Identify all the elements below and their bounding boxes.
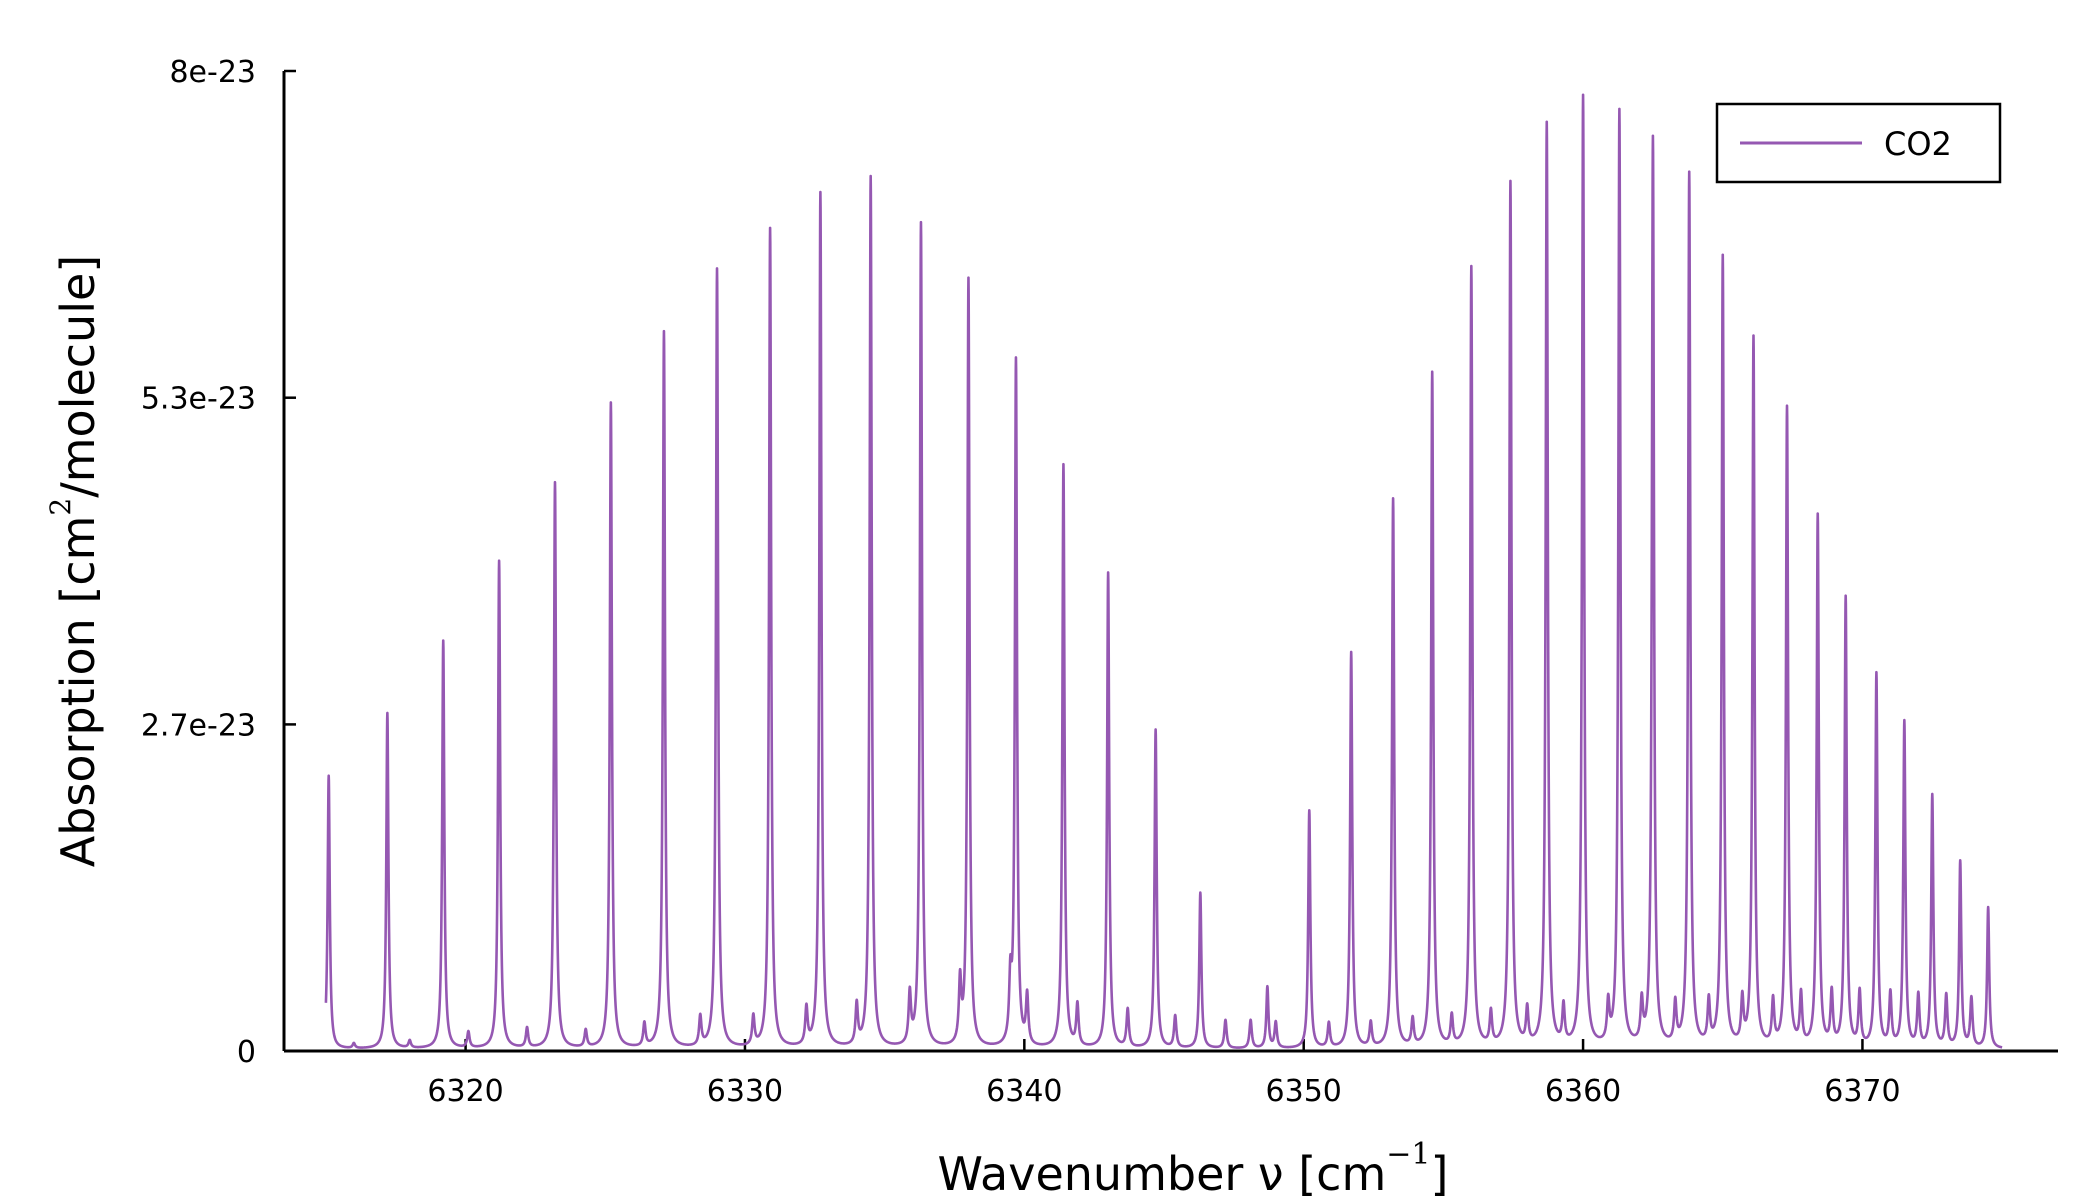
y-axis-title-superscript: 2 (44, 498, 77, 516)
x-tick-label: 6330 (707, 1074, 783, 1109)
y-axis-title: Absorption [cm2/molecule] (44, 255, 105, 868)
x-axis-title-suffix: ] (1431, 1147, 1449, 1200)
x-axis-title-superscript: −1 (1386, 1137, 1430, 1172)
x-tick-label: 6370 (1824, 1074, 1900, 1109)
y-axis-title-suffix: /molecule] (51, 255, 105, 498)
x-axis-title-main: Wavenumber ν [cm (938, 1147, 1387, 1200)
legend: CO2 (1715, 102, 2002, 184)
y-axis-ticks: 0 2.7e-23 5.3e-23 8e-23 (141, 55, 296, 1070)
y-tick-label: 5.3e-23 (141, 382, 256, 417)
x-tick-label: 6360 (1545, 1074, 1621, 1109)
y-axis-title-main: Absorption [cm (51, 516, 105, 868)
y-tick-label: 8e-23 (169, 55, 256, 90)
x-axis-title: Wavenumber ν [cm−1] (938, 1137, 1449, 1200)
y-tick-label: 2.7e-23 (141, 708, 256, 743)
y-tick-label: 0 (237, 1035, 256, 1070)
x-tick-label: 6340 (986, 1074, 1062, 1109)
x-tick-label: 6320 (427, 1074, 503, 1109)
x-tick-label: 6350 (1266, 1074, 1342, 1109)
legend-label-co2: CO2 (1884, 125, 1952, 163)
x-axis-ticks: 6320 6330 6340 6350 6360 6370 (427, 1039, 1901, 1109)
series-line-co2 (324, 93, 2004, 1049)
